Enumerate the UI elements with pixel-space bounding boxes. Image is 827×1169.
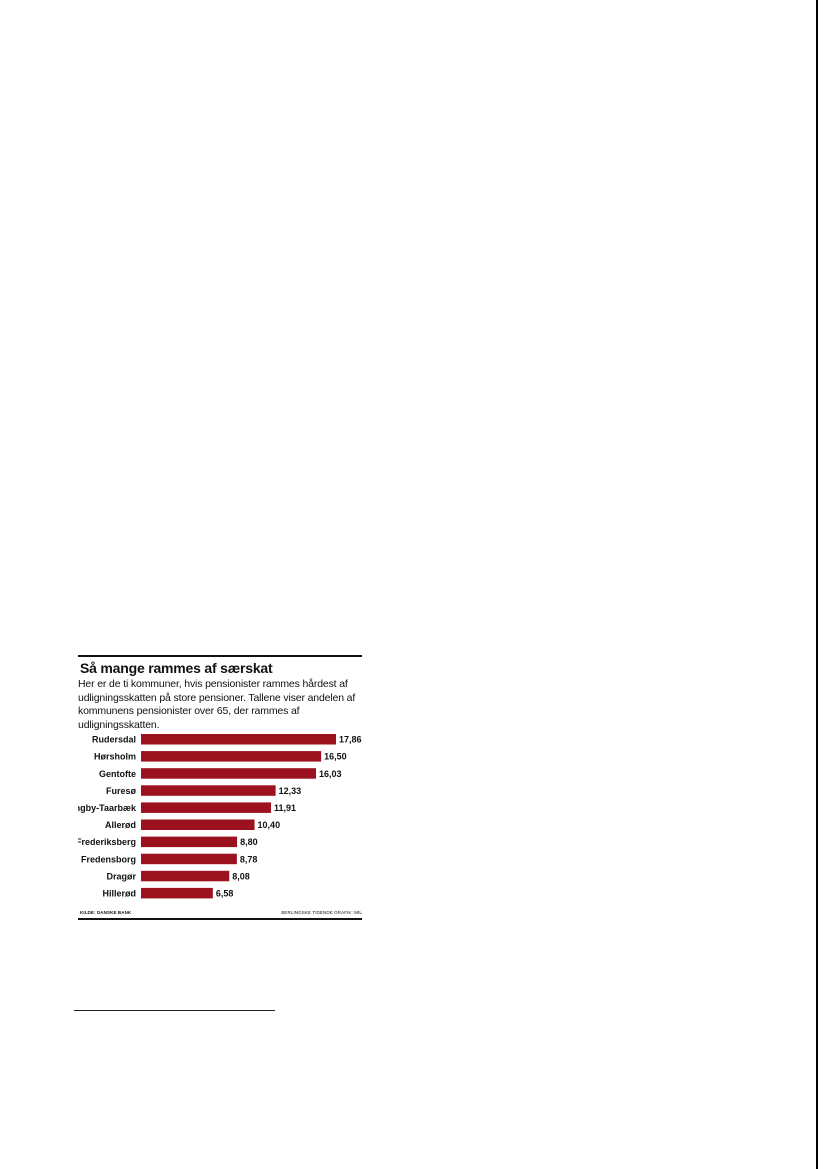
bar [141, 870, 230, 882]
page-edge-rule [816, 0, 818, 1169]
value-label: 8,80 [240, 837, 258, 847]
value-label: 12,33 [279, 786, 302, 796]
bar [141, 751, 322, 762]
value-label: 8,08 [232, 871, 250, 881]
chart-title: Så mange rammes af særskat [80, 660, 273, 676]
bar [141, 768, 317, 779]
footnote-separator [74, 1010, 275, 1011]
bar [141, 853, 237, 865]
bottom-rule [78, 918, 362, 920]
category-label: Fredensborg [81, 854, 136, 864]
infographic-panel: Så mange rammes af særskat Her er de ti … [78, 655, 362, 920]
category-label: Furesø [106, 786, 137, 796]
bar [141, 819, 255, 830]
bar [141, 734, 336, 745]
value-label: 8,78 [240, 854, 258, 864]
bar-chart: Rudersdal 17,86 Hørsholm 16,50 Gentofte 16,03… [78, 734, 362, 899]
top-rule [78, 655, 362, 657]
value-label: 16,50 [324, 752, 347, 762]
bar [141, 836, 238, 848]
value-label: 16,03 [319, 769, 342, 779]
category-label: Frederiksberg [78, 837, 136, 847]
value-label: 6,58 [216, 888, 234, 898]
bar [141, 785, 276, 796]
value-label: 17,86 [339, 735, 362, 745]
bar [141, 802, 272, 813]
category-label: Dragør [106, 871, 136, 881]
category-label: Allerød [105, 820, 136, 830]
category-label: Rudersdal [92, 735, 136, 745]
category-label: Lyngby-Taarbæk [78, 803, 137, 813]
value-label: 11,91 [274, 803, 296, 813]
source-note: KILDE: DANSKE BANK [80, 910, 132, 915]
category-label: Hillerød [102, 888, 136, 898]
bar [141, 887, 213, 899]
category-label: Gentofte [99, 769, 136, 779]
value-label: 10,40 [258, 820, 281, 830]
graphic-credit: BERLINGSKE TIDENDE GRAFIK: MIL [281, 910, 362, 915]
category-label: Hørsholm [94, 752, 136, 762]
chart-description: Her er de ti kommuner, hvis pensionister… [78, 678, 356, 731]
